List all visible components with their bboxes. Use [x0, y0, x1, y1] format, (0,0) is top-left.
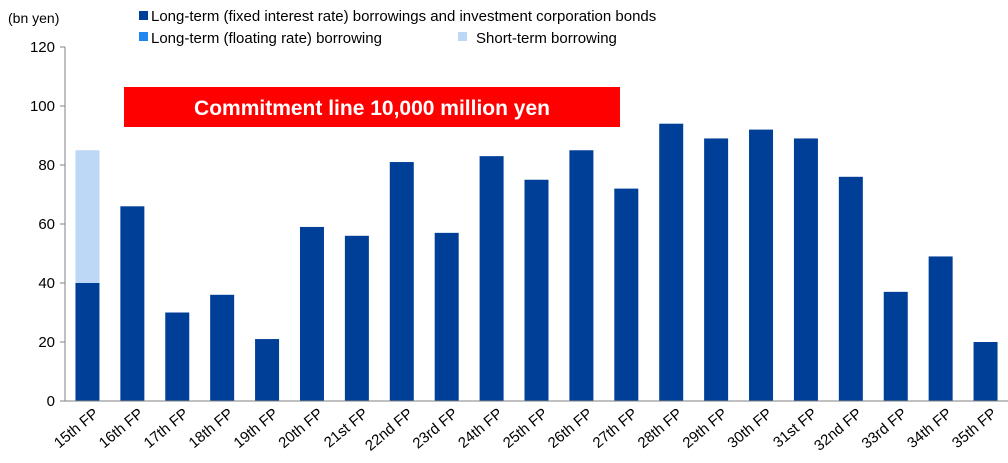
y-unit-label: (bn yen) — [8, 10, 59, 26]
x-tick-label: 16th FP — [96, 405, 147, 452]
y-tick-label: 80 — [38, 157, 55, 174]
bar-fixed — [165, 312, 190, 401]
y-tick-label: 20 — [38, 334, 55, 351]
y-tick-label: 100 — [30, 98, 55, 115]
y-tick-label: 0 — [47, 393, 55, 410]
legend-swatch-fixed — [139, 11, 148, 20]
commitment-line-box — [124, 87, 620, 127]
bar-fixed — [479, 156, 504, 401]
bar-fixed — [389, 162, 414, 401]
x-tick-label: 27th FP — [590, 405, 641, 452]
x-tick-label: 35th FP — [949, 405, 1000, 452]
legend-swatch-floating — [139, 32, 148, 41]
commitment-line-label: Commitment line 10,000 million yen — [194, 97, 550, 120]
x-tick-label: 32nd FP — [811, 405, 865, 454]
bar-fixed — [928, 256, 953, 401]
x-tick-label: 18th FP — [186, 405, 237, 452]
bar-fixed — [883, 291, 908, 401]
bar-fixed — [210, 294, 235, 401]
bar-fixed — [75, 283, 100, 401]
legend-label-fixed: Long-term (fixed interest rate) borrowin… — [151, 8, 656, 25]
bar-fixed — [120, 206, 145, 401]
bar-fixed — [838, 176, 863, 401]
x-tick-label: 24th FP — [455, 405, 506, 452]
x-tick-label: 22nd FP — [362, 405, 416, 454]
bar-fixed — [299, 226, 324, 401]
x-tick-label: 17th FP — [141, 405, 192, 452]
legend: Long-term (fixed interest rate) borrowin… — [139, 8, 656, 47]
y-tick-label: 60 — [38, 216, 55, 233]
bar-fixed — [659, 123, 684, 401]
bar-fixed — [524, 179, 549, 401]
legend-label-short-term: Short-term borrowing — [476, 30, 617, 47]
bar-fixed — [973, 342, 998, 401]
bar-short-term — [75, 150, 100, 283]
bar-fixed — [704, 138, 729, 401]
bar-fixed — [255, 339, 280, 401]
bar-fixed — [793, 138, 818, 401]
x-tick-label: 26th FP — [545, 405, 596, 452]
legend-swatch-short-term — [458, 32, 467, 41]
x-tick-label: 34th FP — [904, 405, 955, 452]
y-tick-label: 120 — [30, 39, 55, 56]
x-tick-label: 23rd FP — [409, 405, 461, 452]
commitment-line-callout: Commitment line 10,000 million yen — [124, 87, 620, 127]
bar-marks — [75, 123, 998, 401]
x-tick-label: 20th FP — [275, 405, 326, 452]
bar-fixed — [749, 129, 774, 401]
x-tick-label: 30th FP — [724, 405, 775, 452]
x-tick-label: 28th FP — [635, 405, 686, 452]
bar-fixed — [344, 235, 369, 401]
x-tick-label: 15th FP — [51, 405, 102, 452]
x-tick-label: 25th FP — [500, 405, 551, 452]
x-tick-label: 19th FP — [230, 405, 281, 452]
bar-fixed — [434, 232, 459, 401]
bar-fixed — [614, 188, 639, 401]
x-tick-label: 29th FP — [680, 405, 731, 452]
y-axis: 0 20 40 60 80 100 120 — [30, 39, 66, 410]
bar-fixed — [569, 150, 594, 401]
x-tick-label: 33rd FP — [859, 405, 911, 452]
legend-label-floating: Long-term (floating rate) borrowing — [151, 30, 382, 47]
y-tick-label: 40 — [38, 275, 55, 292]
